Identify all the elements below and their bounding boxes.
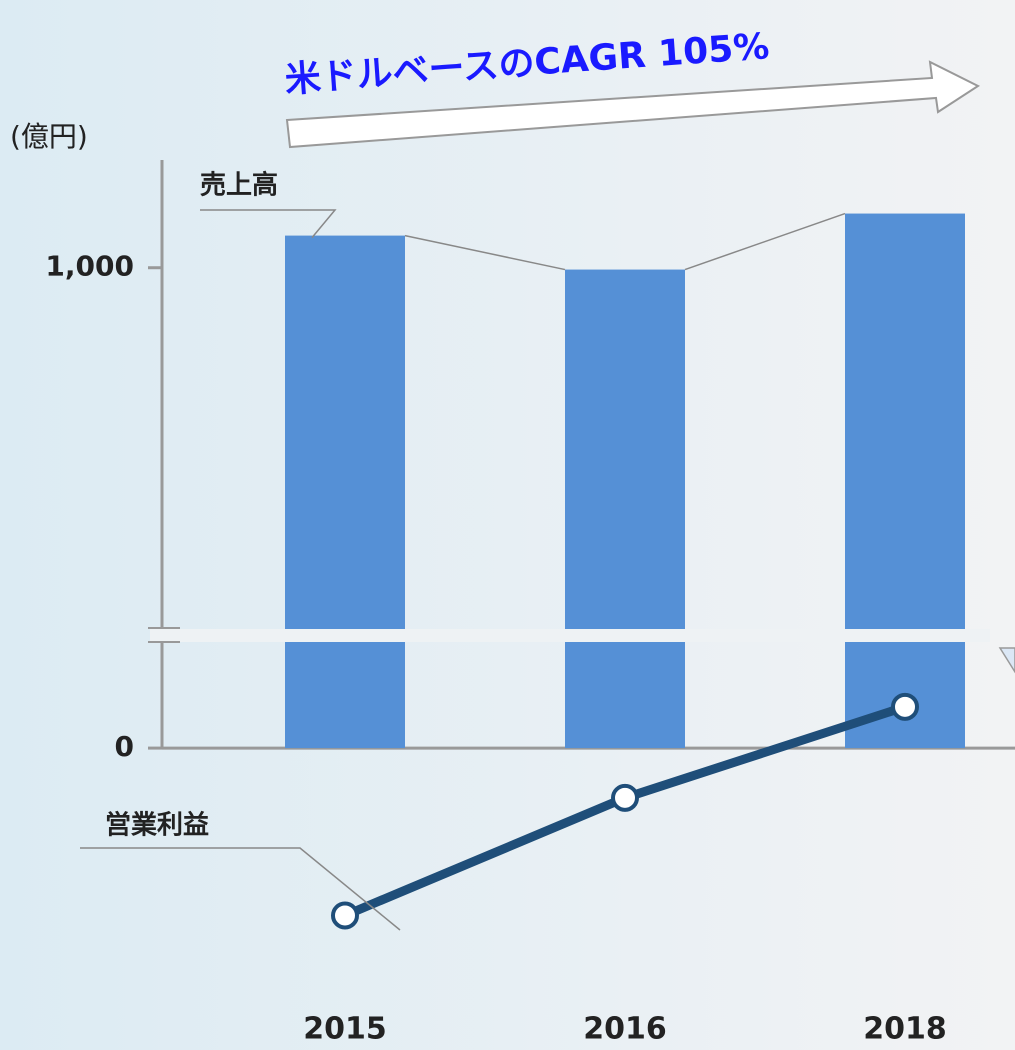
bar: [285, 235, 405, 749]
x-tick-label: 2018: [863, 1012, 947, 1047]
y-tick-label: 1,000: [45, 250, 134, 283]
callout-partial: [998, 647, 1015, 674]
callout-leader: [200, 209, 337, 239]
series-label: 営業利益: [105, 811, 209, 841]
line-marker: [331, 901, 359, 930]
x-tick-label: 2016: [583, 1012, 667, 1047]
x-tick-label: 2015: [303, 1012, 387, 1047]
bar-connector: [684, 212, 846, 271]
line-marker: [891, 692, 919, 721]
series-label: 売上高: [200, 170, 278, 201]
axis-break: [150, 629, 990, 642]
bar: [565, 269, 685, 749]
bar-connector: [404, 234, 566, 271]
y-unit-label: (億円): [10, 120, 88, 153]
cagr-arrow: [285, 60, 981, 149]
line-marker: [611, 783, 639, 812]
callout-leader: [80, 847, 401, 931]
bar: [845, 213, 965, 749]
y-tick-label: 0: [115, 730, 134, 763]
